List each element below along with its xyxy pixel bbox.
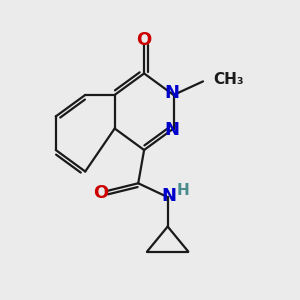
Text: N: N [165, 85, 180, 103]
Text: O: O [93, 184, 108, 202]
Text: N: N [165, 121, 180, 139]
Text: O: O [136, 31, 152, 49]
Text: CH₃: CH₃ [213, 72, 244, 87]
Text: N: N [162, 187, 177, 205]
Text: H: H [177, 183, 189, 198]
